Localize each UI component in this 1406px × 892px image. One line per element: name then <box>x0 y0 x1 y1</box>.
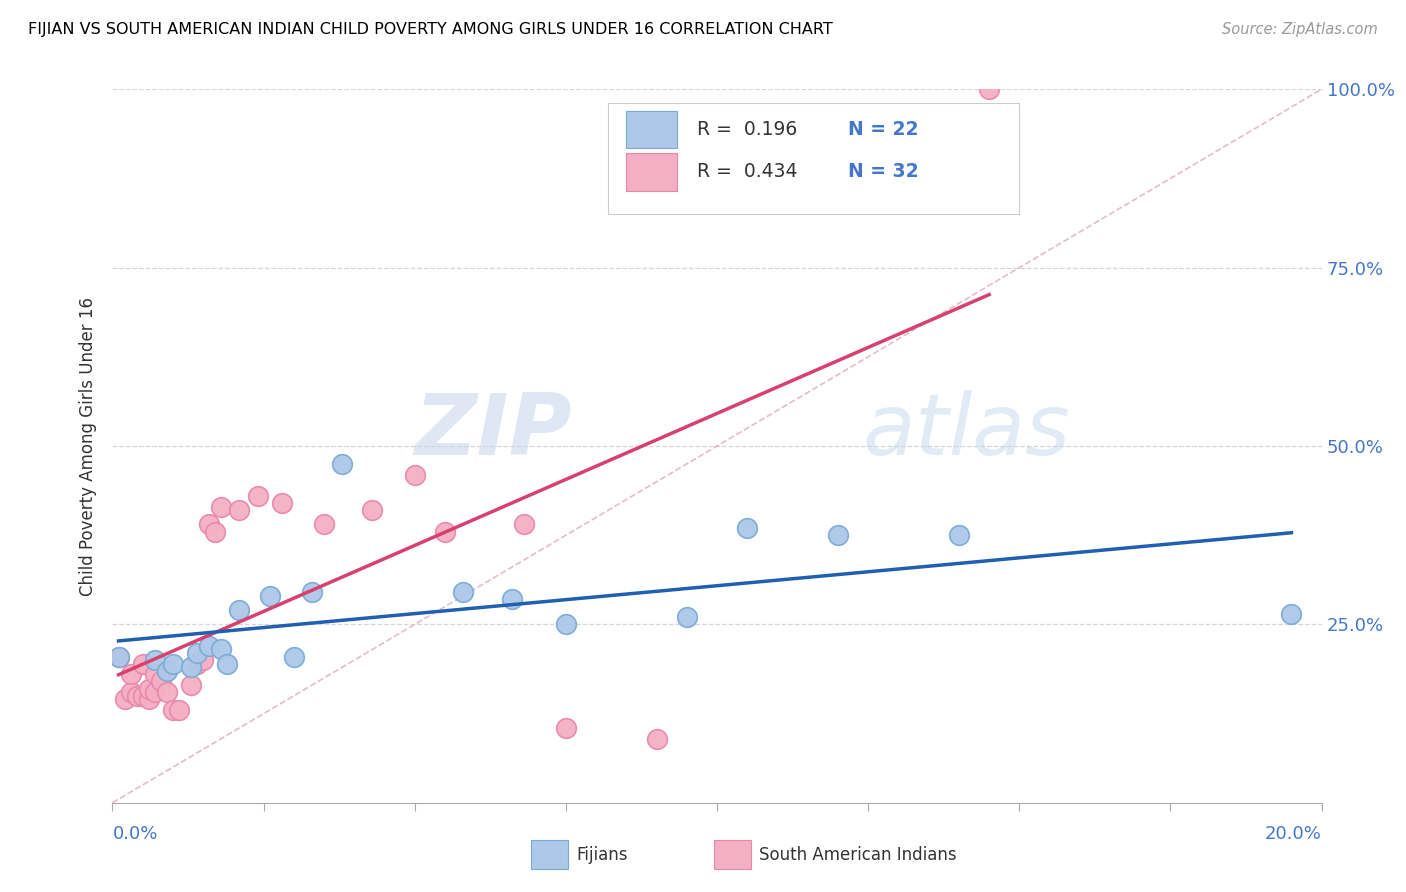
Point <box>138 681 160 696</box>
Text: ZIP: ZIP <box>415 390 572 474</box>
Point <box>675 610 697 624</box>
Point <box>143 667 166 681</box>
Text: N = 22: N = 22 <box>848 120 918 138</box>
Point <box>162 657 184 671</box>
Text: 0.0%: 0.0% <box>112 825 157 843</box>
Point <box>125 689 148 703</box>
Point <box>186 646 208 660</box>
Point <box>132 657 155 671</box>
Point <box>259 589 281 603</box>
Point <box>162 703 184 717</box>
Point <box>1279 607 1302 621</box>
FancyBboxPatch shape <box>626 111 678 148</box>
Point <box>120 667 142 681</box>
Point <box>283 649 305 664</box>
Point <box>270 496 292 510</box>
Point <box>209 500 232 514</box>
Point <box>977 82 1000 96</box>
Point <box>198 517 221 532</box>
Point <box>167 703 190 717</box>
FancyBboxPatch shape <box>626 153 678 191</box>
Point <box>156 664 179 678</box>
Point <box>114 692 136 706</box>
Point <box>198 639 221 653</box>
Text: R =  0.196: R = 0.196 <box>696 120 797 138</box>
Text: N = 32: N = 32 <box>848 162 918 181</box>
Point <box>737 521 759 535</box>
Point <box>330 457 353 471</box>
Point <box>138 692 160 706</box>
Point <box>120 685 142 699</box>
Point <box>217 657 239 671</box>
Point <box>209 642 232 657</box>
Point <box>501 592 523 607</box>
Text: Fijians: Fijians <box>576 846 628 863</box>
Point <box>948 528 970 542</box>
Point <box>314 517 336 532</box>
Point <box>228 603 250 617</box>
Point <box>186 657 208 671</box>
Point <box>404 467 426 482</box>
Point <box>433 524 456 539</box>
Point <box>246 489 269 503</box>
Point <box>191 653 214 667</box>
Point <box>228 503 250 517</box>
Point <box>107 649 129 664</box>
Point <box>361 503 384 517</box>
Point <box>301 585 323 599</box>
Point <box>143 653 166 667</box>
Point <box>554 721 576 735</box>
Text: South American Indians: South American Indians <box>759 846 957 863</box>
Point <box>204 524 226 539</box>
Text: 20.0%: 20.0% <box>1265 825 1322 843</box>
Point <box>107 649 129 664</box>
Point <box>132 689 155 703</box>
Text: FIJIAN VS SOUTH AMERICAN INDIAN CHILD POVERTY AMONG GIRLS UNDER 16 CORRELATION C: FIJIAN VS SOUTH AMERICAN INDIAN CHILD PO… <box>28 22 832 37</box>
Point <box>645 731 668 746</box>
Text: Source: ZipAtlas.com: Source: ZipAtlas.com <box>1222 22 1378 37</box>
Point <box>827 528 849 542</box>
Y-axis label: Child Poverty Among Girls Under 16: Child Poverty Among Girls Under 16 <box>79 296 97 596</box>
Text: R =  0.434: R = 0.434 <box>696 162 797 181</box>
Point <box>143 685 166 699</box>
FancyBboxPatch shape <box>609 103 1019 214</box>
Point <box>512 517 534 532</box>
Text: atlas: atlas <box>862 390 1070 474</box>
Point <box>554 617 576 632</box>
Point <box>451 585 474 599</box>
Point <box>149 674 172 689</box>
Point <box>180 660 202 674</box>
Point <box>156 685 179 699</box>
Point <box>180 678 202 692</box>
